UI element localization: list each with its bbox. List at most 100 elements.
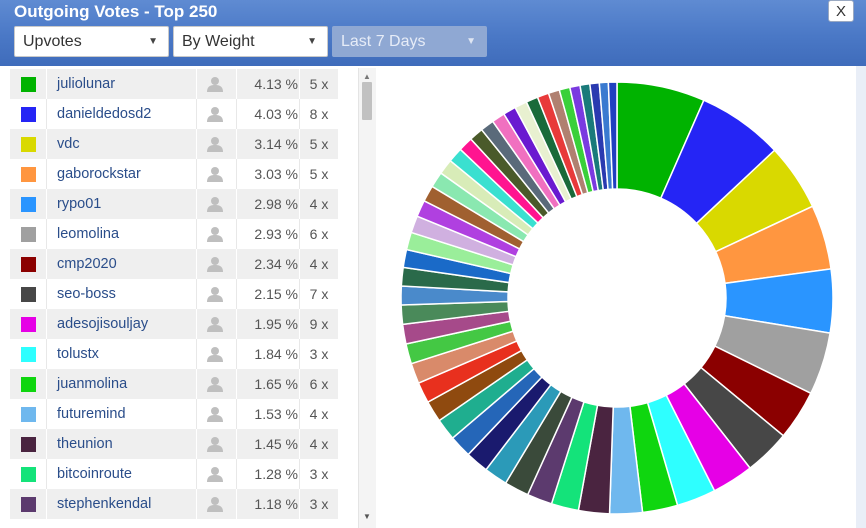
vote-percent: 1.65 %	[254, 376, 298, 392]
account-link[interactable]: futuremind	[57, 406, 126, 422]
user-icon[interactable]	[207, 136, 223, 152]
chevron-down-icon: ▼	[148, 36, 158, 47]
vote-percent: 4.13 %	[254, 76, 298, 92]
table-row[interactable]: juliolunar 4.13 % 5 x	[10, 69, 338, 99]
vote-percent: 2.34 %	[254, 256, 298, 272]
account-link[interactable]: tolustx	[57, 346, 99, 362]
sort-select[interactable]: By Weight ▼	[173, 26, 328, 57]
vote-percent: 3.03 %	[254, 166, 298, 182]
color-swatch	[21, 317, 36, 332]
user-icon[interactable]	[207, 496, 223, 512]
vote-count: 5 x	[309, 166, 329, 182]
scroll-up-icon[interactable]: ▲	[363, 72, 371, 81]
vote-count: 3 x	[309, 346, 329, 362]
color-swatch	[21, 137, 36, 152]
color-swatch	[21, 287, 36, 302]
user-icon[interactable]	[207, 316, 223, 332]
chevron-down-icon: ▼	[466, 36, 476, 47]
vote-type-select[interactable]: Upvotes ▼	[14, 26, 169, 57]
account-link[interactable]: stephenkendal	[57, 496, 152, 512]
account-link[interactable]: rypo01	[57, 196, 102, 212]
account-link[interactable]: cmp2020	[57, 256, 117, 272]
table-row[interactable]: vdc 3.14 % 5 x	[10, 129, 338, 159]
vote-count: 6 x	[309, 226, 329, 242]
account-link[interactable]: danieldedosd2	[57, 106, 152, 122]
dialog-right-edge	[856, 66, 866, 528]
account-link[interactable]: leomolina	[57, 226, 120, 242]
vote-type-value: Upvotes	[23, 33, 82, 50]
account-link[interactable]: seo-boss	[57, 286, 116, 302]
user-icon[interactable]	[207, 256, 223, 272]
vote-count: 4 x	[309, 436, 329, 452]
vote-percent: 1.45 %	[254, 436, 298, 452]
account-link[interactable]: adesojisouljay	[57, 316, 149, 332]
vote-percent: 2.98 %	[254, 196, 298, 212]
user-icon[interactable]	[207, 226, 223, 242]
chevron-down-icon: ▼	[307, 36, 317, 47]
table-row[interactable]: bitcoinroute 1.28 % 3 x	[10, 459, 338, 489]
scroll-down-icon[interactable]: ▼	[363, 512, 371, 521]
votes-list: juliolunar 4.13 % 5 x danieldedosd2 4.03 % 8 …	[10, 68, 341, 528]
user-icon[interactable]	[207, 286, 223, 302]
vote-count: 3 x	[309, 466, 329, 482]
table-row[interactable]: futuremind 1.53 % 4 x	[10, 399, 338, 429]
vote-percent: 2.93 %	[254, 226, 298, 242]
account-link[interactable]: juliolunar	[57, 76, 116, 92]
dialog-title: Outgoing Votes - Top 250	[14, 2, 218, 21]
user-icon[interactable]	[207, 346, 223, 362]
vote-percent: 1.95 %	[254, 316, 298, 332]
vote-count: 6 x	[309, 376, 329, 392]
account-link[interactable]: vdc	[57, 136, 80, 152]
table-row[interactable]: gaborockstar 3.03 % 5 x	[10, 159, 338, 189]
close-button[interactable]: X	[828, 0, 854, 22]
color-swatch	[21, 167, 36, 182]
table-row[interactable]: tolustx 1.84 % 3 x	[10, 339, 338, 369]
period-select: Last 7 Days ▼	[332, 26, 487, 57]
user-icon[interactable]	[207, 166, 223, 182]
vote-count: 4 x	[309, 406, 329, 422]
user-icon[interactable]	[207, 76, 223, 92]
donut-slice[interactable]	[607, 81, 618, 190]
period-value: Last 7 Days	[341, 33, 426, 50]
vote-percent: 1.28 %	[254, 466, 298, 482]
color-swatch	[21, 467, 36, 482]
table-row[interactable]: theunion 1.45 % 4 x	[10, 429, 338, 459]
account-link[interactable]: gaborockstar	[57, 166, 141, 182]
vote-percent: 3.14 %	[254, 136, 298, 152]
vote-count: 9 x	[309, 316, 329, 332]
sort-value: By Weight	[182, 33, 255, 50]
user-icon[interactable]	[207, 436, 223, 452]
table-row[interactable]: cmp2020 2.34 % 4 x	[10, 249, 338, 279]
table-row[interactable]: rypo01 2.98 % 4 x	[10, 189, 338, 219]
color-swatch	[21, 407, 36, 422]
color-swatch	[21, 347, 36, 362]
vote-count: 5 x	[309, 136, 329, 152]
vote-count: 3 x	[309, 496, 329, 512]
table-row[interactable]: juanmolina 1.65 % 6 x	[10, 369, 338, 399]
color-swatch	[21, 437, 36, 452]
table-row[interactable]: stephenkendal 1.18 % 3 x	[10, 489, 338, 519]
dialog-titlebar: Outgoing Votes - Top 250 X Upvotes ▼ By …	[0, 0, 866, 66]
vote-percent: 4.03 %	[254, 106, 298, 122]
table-row[interactable]: adesojisouljay 1.95 % 9 x	[10, 309, 338, 339]
vote-count: 7 x	[309, 286, 329, 302]
color-swatch	[21, 257, 36, 272]
user-icon[interactable]	[207, 406, 223, 422]
vote-percent: 1.84 %	[254, 346, 298, 362]
table-row[interactable]: leomolina 2.93 % 6 x	[10, 219, 338, 249]
donut-svg	[400, 81, 834, 515]
color-swatch	[21, 497, 36, 512]
account-link[interactable]: juanmolina	[57, 376, 128, 392]
account-link[interactable]: theunion	[57, 436, 113, 452]
table-row[interactable]: danieldedosd2 4.03 % 8 x	[10, 99, 338, 129]
user-icon[interactable]	[207, 466, 223, 482]
scroll-thumb[interactable]	[362, 82, 372, 120]
table-row[interactable]: seo-boss 2.15 % 7 x	[10, 279, 338, 309]
user-icon[interactable]	[207, 196, 223, 212]
user-icon[interactable]	[207, 376, 223, 392]
user-icon[interactable]	[207, 106, 223, 122]
list-scrollbar[interactable]: ▲ ▼	[358, 68, 376, 528]
vote-percent: 1.53 %	[254, 406, 298, 422]
account-link[interactable]: bitcoinroute	[57, 466, 132, 482]
